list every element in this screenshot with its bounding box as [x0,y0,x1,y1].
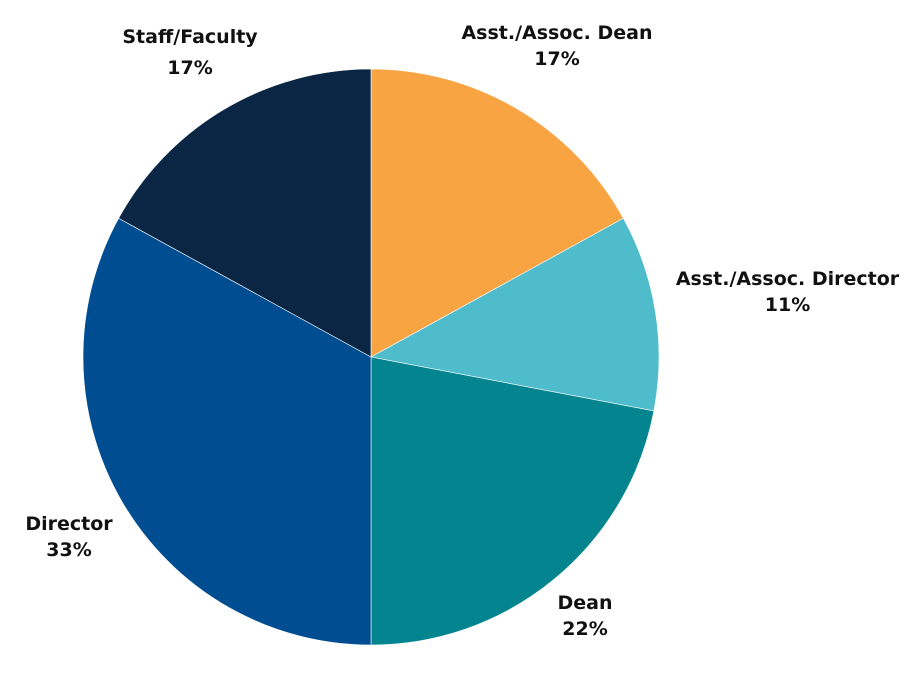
label-director: Director 33% [14,511,124,563]
label-pct: 33% [46,539,92,561]
label-name: Asst./Assoc. Dean [461,22,653,44]
label-name: Staff/Faculty [122,26,258,48]
pie-slice-dean [370,356,655,646]
label-asst-assoc-director: Asst./Assoc. Director 11% [665,266,910,318]
label-staff-faculty: Staff/Faculty 17% [105,22,275,84]
label-dean: Dean 22% [545,590,625,642]
label-pct: 17% [534,48,580,70]
label-asst-assoc-dean: Asst./Assoc. Dean 17% [452,20,662,72]
pie-slice-staff-faculty [118,68,372,358]
label-name: Dean [557,592,613,614]
label-name: Director [25,513,113,535]
pie-slice-director [82,217,372,646]
label-pct: 17% [167,57,213,79]
label-pct: 22% [562,618,608,640]
label-name: Asst./Assoc. Director [675,268,900,290]
pie-slice-asst-assoc-dean [370,68,624,358]
label-pct: 11% [764,294,811,316]
pie-slice-asst-assoc-director [370,217,660,412]
